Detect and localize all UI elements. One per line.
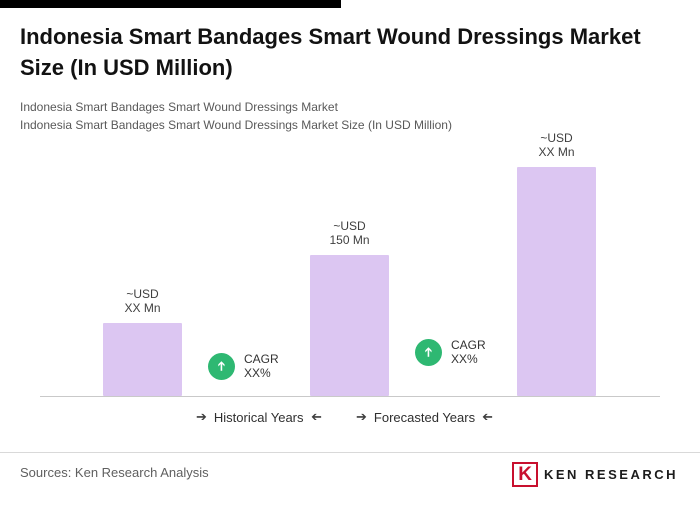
bar-3	[517, 167, 596, 396]
growth-up-arrow-icon: ➔	[208, 352, 235, 380]
axis-group-forecasted: ➔ Forecasted Years ➔	[356, 409, 493, 425]
bar-group-3: ~USD XX Mn	[517, 119, 596, 396]
historical-years-label: Historical Years	[213, 409, 304, 425]
page-title: Indonesia Smart Bandages Smart Wound Dre…	[20, 24, 641, 80]
chart-subtitle-line1: Indonesia Smart Bandages Smart Wound Dre…	[20, 100, 338, 114]
ken-research-logo-text: KEN RESEARCH	[543, 467, 678, 482]
cagr-value-1: XX%	[244, 366, 271, 380]
bar-1	[103, 323, 182, 396]
sources-text: Sources: Ken Research Analysis	[20, 465, 209, 480]
cagr-value-2: XX%	[451, 352, 478, 366]
chart-subtitle: Indonesia Smart Bandages Smart Wound Dre…	[20, 98, 452, 134]
forecasted-years-label: Forecasted Years	[373, 409, 476, 425]
ken-research-logo: K KEN RESEARCH	[512, 462, 678, 487]
bar-group-2: ~USD 150 Mn	[310, 119, 389, 396]
bar-chart: ~USD XX Mn ~USD 150 Mn ~USD XX Mn ➔ CAGR…	[0, 120, 700, 397]
x-axis-line	[40, 396, 660, 397]
axis-group-historical: ➔ Historical Years ➔	[196, 409, 321, 425]
arrow-right-icon: ➔	[196, 409, 207, 424]
top-accent-bar	[0, 0, 341, 8]
bar-2	[310, 255, 389, 396]
arrow-left-icon: ➔	[482, 409, 493, 424]
bar-1-value-label: ~USD XX Mn	[124, 287, 160, 315]
cagr-text-2: CAGR XX%	[451, 338, 486, 366]
bar-2-label-line2: 150 Mn	[329, 233, 370, 247]
cagr-text-1: CAGR XX%	[244, 352, 279, 380]
arrow-right-icon: ➔	[356, 409, 367, 424]
bar-2-label-line1: ~USD	[333, 219, 366, 233]
bar-group-1: ~USD XX Mn	[103, 119, 182, 396]
bar-3-label-line2: XX Mn	[538, 145, 575, 159]
cagr-annotation-1: ➔ CAGR XX%	[208, 352, 279, 380]
bar-3-value-label: ~USD XX Mn	[538, 131, 574, 159]
cagr-annotation-2: ➔ CAGR XX%	[415, 338, 486, 366]
ken-research-logo-mark-icon: K	[512, 462, 538, 487]
arrow-left-icon: ➔	[310, 409, 322, 424]
bar-1-label-line1: ~USD	[126, 287, 159, 301]
footer-divider	[0, 452, 700, 453]
cagr-label-2: CAGR	[451, 338, 486, 352]
chart-subtitle-line2: Indonesia Smart Bandages Smart Wound Dre…	[20, 118, 452, 132]
up-arrow-glyph: ➔	[420, 346, 436, 358]
bar-3-label-line1: ~USD	[540, 131, 573, 145]
cagr-label-1: CAGR	[244, 352, 279, 366]
bar-1-label-line2: XX Mn	[124, 301, 161, 315]
up-arrow-glyph: ➔	[213, 360, 229, 372]
bar-2-value-label: ~USD 150 Mn	[329, 219, 369, 247]
growth-up-arrow-icon: ➔	[415, 338, 442, 366]
